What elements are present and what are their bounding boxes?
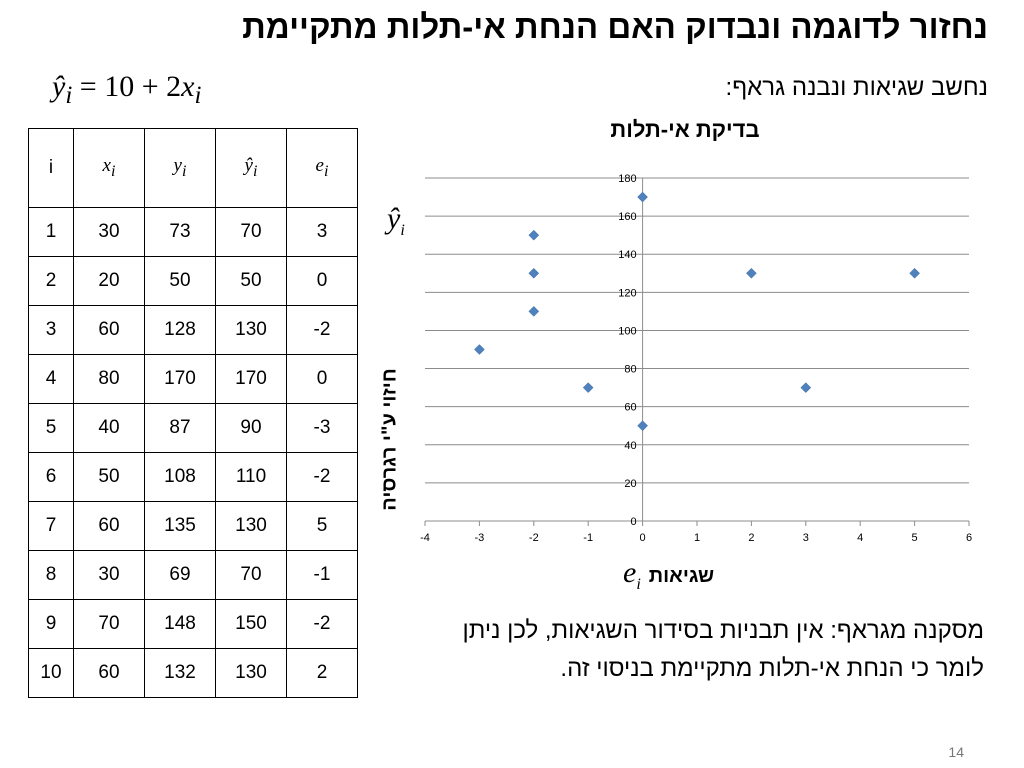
x-tick-label: -2 [529, 532, 539, 544]
cell-i: 5 [28, 403, 74, 453]
cell-i: 4 [28, 354, 74, 404]
cell-yhat: 130 [215, 501, 287, 551]
data-point [637, 191, 648, 203]
table-row: 10 60 132 130 2 [28, 648, 358, 698]
table-row: 8 30 69 70 -1 [28, 550, 358, 600]
cell-i: 1 [28, 207, 74, 257]
y-tick-label: 120 [618, 287, 636, 299]
cell-x: 40 [73, 403, 145, 453]
chart-title: בדיקת אי-תלות [610, 117, 760, 142]
y-tick-label: 20 [624, 478, 636, 490]
regression-formula: ŷi = 10 + 2xi [52, 70, 202, 109]
data-point [746, 267, 757, 279]
cell-y: 108 [144, 452, 216, 502]
data-point [528, 267, 540, 279]
table-row: 5 40 87 90 -3 [28, 403, 358, 453]
x-tick-label: 3 [803, 532, 809, 544]
x-tick-label: 6 [966, 532, 972, 544]
cell-i: 10 [28, 648, 74, 698]
y-tick-label: 100 [618, 325, 636, 337]
data-table: i xi yi ŷi ei 1 30 73 70 3 2 20 50 50 0 3 60 128 130-… [28, 128, 358, 698]
x-tick-label: -1 [583, 532, 593, 544]
table-row: 1 30 73 70 3 [28, 207, 358, 257]
cell-i: 8 [28, 550, 74, 600]
cell-x: 80 [73, 354, 145, 404]
cell-e: -3 [286, 403, 358, 453]
cell-x: 60 [73, 648, 145, 698]
data-point [474, 344, 485, 355]
cell-x: 60 [73, 501, 145, 551]
y-tick-label: 180 [618, 173, 636, 185]
page-number: 14 [948, 744, 964, 760]
cell-e: -2 [286, 599, 358, 649]
cell-yhat: 110 [215, 452, 287, 502]
conclusion-text: מסקנה מגראף: אין תבניות בסידור השגיאות, … [462, 617, 984, 682]
table-row: 7 60 135 130 5 [28, 501, 358, 551]
x-axis-label: ei שגיאות [623, 556, 715, 593]
cell-y: 132 [144, 648, 216, 698]
table-row: 3 60 128 130 -2 [28, 305, 358, 355]
cell-e: 0 [286, 354, 358, 404]
cell-yhat: 90 [215, 403, 287, 453]
data-point [800, 382, 812, 393]
cell-i: 2 [28, 256, 74, 306]
x-tick-label: 4 [857, 532, 863, 544]
cell-x: 30 [73, 207, 145, 257]
y-tick-label: 140 [618, 249, 636, 261]
cell-x: 30 [73, 550, 145, 600]
y-tick-label: 40 [624, 440, 636, 452]
data-point [528, 306, 540, 317]
x-tick-label: 2 [748, 532, 754, 544]
x-tick-label: 5 [912, 532, 918, 544]
data-point [582, 382, 594, 393]
table-header-row: i xi yi ŷi ei [28, 128, 358, 208]
x-tick-label: -3 [475, 532, 485, 544]
data-point [637, 420, 648, 432]
slide-title: נחזור לדוגמה ונבדוק האם הנחת אי-תלות מתק… [242, 8, 988, 45]
cell-x: 50 [73, 452, 145, 502]
y-tick-label: 80 [624, 364, 636, 376]
x-tick-label: 1 [694, 532, 700, 544]
cell-yhat: 50 [215, 256, 287, 306]
y-tick-label: 60 [624, 402, 636, 414]
table-row: 4 80 170 170 0 [28, 354, 358, 404]
cell-i: 9 [28, 599, 74, 649]
header-y: yi [144, 128, 216, 208]
data-point [528, 229, 540, 241]
cell-yhat: 70 [215, 207, 287, 257]
y-tick-label: 0 [630, 516, 636, 528]
table-row: 2 20 50 50 0 [28, 256, 358, 306]
header-yhat: ŷi [215, 128, 287, 208]
y-axis-symbol: ŷi [387, 202, 405, 239]
cell-y: 87 [144, 403, 216, 453]
table-row: 9 70 148 150 -2 [28, 599, 358, 649]
cell-yhat: 150 [215, 599, 287, 649]
cell-i: 7 [28, 501, 74, 551]
cell-y: 50 [144, 256, 216, 306]
cell-yhat: 130 [215, 648, 287, 698]
cell-y: 128 [144, 305, 216, 355]
x-tick-label: 0 [640, 532, 646, 544]
cell-e: 5 [286, 501, 358, 551]
cell-y: 73 [144, 207, 216, 257]
x-tick-label: -4 [420, 532, 430, 544]
cell-e: 0 [286, 256, 358, 306]
data-point [909, 267, 920, 279]
cell-e: 2 [286, 648, 358, 698]
intro-text: נחשב שגיאות ונבנה גראף: [725, 74, 988, 101]
cell-e: -2 [286, 452, 358, 502]
cell-i: 3 [28, 305, 74, 355]
y-tick-label: 160 [618, 211, 636, 223]
cell-e: -1 [286, 550, 358, 600]
